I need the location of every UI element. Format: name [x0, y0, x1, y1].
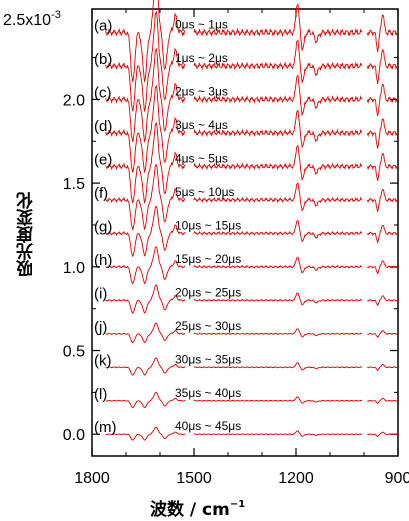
series-line-13	[367, 431, 399, 438]
series-name-label: (j)	[94, 319, 107, 336]
series-line-13	[193, 430, 363, 437]
x-tick-label: 1800	[74, 470, 110, 487]
series-line-4	[105, 85, 186, 174]
series-name-label: (g)	[94, 218, 112, 235]
series-line-1	[366, 14, 399, 53]
series-line-2	[105, 11, 186, 113]
axis-ticks: 1800 1500 1200 900 0.0 0.5 1.0 1.5 2.0	[63, 9, 409, 487]
series-line-8	[193, 256, 363, 274]
series-name-label: (k)	[94, 352, 112, 369]
series-line-10	[367, 330, 399, 338]
series-line-12	[105, 392, 186, 409]
plot-frame	[91, 8, 399, 457]
series-time-label: 30μs ~ 35μs	[175, 352, 241, 366]
x-tick-label: 1200	[278, 470, 314, 487]
series-name-label: (d)	[94, 118, 112, 135]
series-line-7	[105, 205, 186, 258]
y-tick-label: 1.0	[63, 260, 85, 277]
series-time-label: 15μs ~ 20μs	[175, 252, 241, 266]
series-time-label: 5μs ~ 10μs	[175, 185, 235, 199]
series-name-label: (f)	[94, 185, 108, 202]
series-line-7	[367, 224, 399, 244]
y-tick-label: 1.5	[63, 176, 85, 193]
series-curves	[105, 0, 399, 441]
series-line-10	[105, 322, 186, 344]
series-name-label: (h)	[94, 252, 112, 269]
series-line-2	[193, 38, 363, 84]
series-line-6	[105, 163, 186, 232]
series-line-5	[366, 153, 399, 181]
series-line-6	[193, 182, 363, 212]
series-line-11	[105, 357, 186, 376]
series-line-12	[367, 397, 399, 405]
series-line-3	[193, 74, 363, 117]
series-line-10	[193, 328, 363, 338]
series-line-1	[193, 3, 363, 52]
series-name-label: (a)	[94, 17, 112, 34]
series-line-12	[193, 396, 363, 404]
series-line-13	[105, 426, 186, 441]
series-line-9	[193, 292, 363, 306]
series-time-label: 4μs ~ 5μs	[175, 151, 228, 165]
series-line-8	[367, 260, 399, 275]
series-time-label: 0μs ~ 1μs	[175, 17, 228, 31]
y-scale-label: 2.5x10-3	[3, 9, 61, 29]
series-line-9	[105, 284, 186, 315]
y-tick-label: 0.0	[63, 427, 85, 444]
series-time-label: 10μs ~ 15μs	[175, 218, 241, 232]
series-name-label: (c)	[94, 84, 112, 101]
series-line-5	[193, 144, 363, 181]
series-line-7	[193, 219, 363, 243]
series-line-11	[367, 364, 399, 372]
series-time-label: 25μs ~ 30μs	[175, 319, 241, 333]
series-line-5	[105, 122, 186, 204]
series-time-label: 1μs ~ 2μs	[175, 51, 228, 65]
series-time-label: 3μs ~ 4μs	[175, 118, 228, 132]
series-time-label: 20μs ~ 25μs	[175, 285, 241, 299]
y-axis-label: 吸光度変化	[17, 192, 37, 278]
series-line-4	[366, 118, 399, 149]
series-name-label: (l)	[94, 386, 107, 403]
y-tick-label: 0.5	[63, 344, 85, 361]
series-line-1	[105, 0, 186, 83]
series-line-2	[366, 49, 399, 84]
series-line-3	[105, 48, 186, 143]
series-time-label: 40μs ~ 45μs	[175, 419, 241, 433]
series-name-label: (i)	[94, 285, 107, 302]
series-line-4	[193, 109, 363, 149]
series-line-8	[105, 246, 186, 285]
x-tick-label: 1500	[176, 470, 212, 487]
series-line-11	[193, 362, 363, 371]
series-time-label: 35μs ~ 40μs	[175, 386, 241, 400]
series-name-label: (m)	[94, 419, 117, 436]
series-name-label: (b)	[94, 51, 112, 68]
series-line-9	[367, 295, 399, 307]
x-axis-label: 波数 / cm−1	[150, 499, 246, 520]
series-labels: (a) 0μs ~ 1μs (b) 1μs ~ 2μs (c) 2μs ~ 3μs (d) 3…	[94, 17, 241, 436]
series-line-3	[366, 84, 399, 117]
series-name-label: (e)	[94, 151, 112, 168]
series-time-label: 2μs ~ 3μs	[175, 84, 228, 98]
y-tick-label: 2.0	[63, 92, 85, 109]
series-line-6	[366, 188, 399, 212]
x-tick-label: 900	[385, 470, 409, 487]
